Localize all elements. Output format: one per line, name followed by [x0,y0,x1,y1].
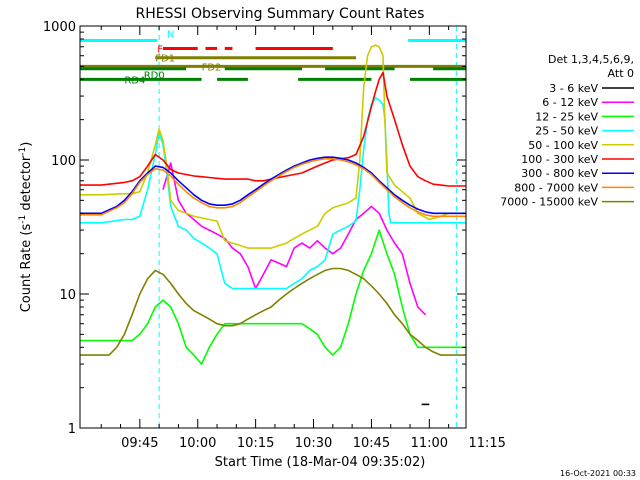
series-line-6-12-kev [162,162,427,316]
y-axis-label-part2: detector [19,155,34,215]
footer-date: 16-Oct-2021 00:33 [560,469,636,478]
y-tick-label: 1000 [43,20,76,35]
state-bar-label-n: N [167,29,174,40]
y-axis-label-sup2: -1 [18,147,28,156]
state-bar-label-fd2: FD2 [202,62,222,73]
x-tick-label: 11:00 [411,436,448,451]
legend-label: 300 - 800 keV [521,167,598,180]
x-tick-label: 10:00 [179,436,216,451]
series-line-7000-15000-kev [80,267,466,356]
legend-label: 6 - 12 keV [542,96,598,109]
y-tick-label: 1 [68,422,76,437]
y-tick-label: 10 [59,288,76,303]
legend-label: 800 - 7000 keV [514,181,598,194]
legend-label: 12 - 25 keV [535,110,598,123]
series-line-12-25-kev [80,229,466,365]
x-tick-label: 10:30 [295,436,332,451]
plot-frame [79,25,467,429]
x-tick-label: 10:15 [237,436,274,451]
x-tick-label: 10:45 [353,436,390,451]
x-tick-label: 11:15 [468,436,505,451]
legend-label: 50 - 100 keV [528,139,598,152]
y-tick-label: 100 [51,154,76,169]
state-bar-label-fd1: FD1 [155,54,175,65]
y-axis-label-part3: ) [19,142,34,147]
series-line-800-7000-kev [80,158,466,218]
series-line-300-800-kev [80,156,466,215]
legend-label: 3 - 6 keV [549,82,598,95]
legend-label: 25 - 50 keV [535,125,598,138]
state-bar-label-rd0: RD0 [144,71,165,82]
y-axis-label-sup1: -1 [18,215,28,224]
state-bar-label-rd4: RD4 [124,75,145,86]
x-axis-label: Start Time (18-Mar-04 09:35:02) [215,455,426,470]
legend-header: Att 0 [608,67,634,80]
legend-label: 7000 - 15000 keV [500,196,598,209]
y-axis-label: Count Rate (s-1 detector-1) [18,142,34,313]
x-tick-label: 09:45 [121,436,158,451]
series-line-50-100-kev [80,44,466,249]
chart-title: RHESSI Observing Summary Count Rates [136,6,425,22]
series-line-100-300-kev [80,71,466,187]
state-bar-label-f: F [157,44,163,55]
legend-label: 100 - 300 keV [521,153,598,166]
y-axis-label-part1: Count Rate (s [19,224,34,313]
legend-header: Det 1,3,4,5,6,9, [548,53,634,66]
